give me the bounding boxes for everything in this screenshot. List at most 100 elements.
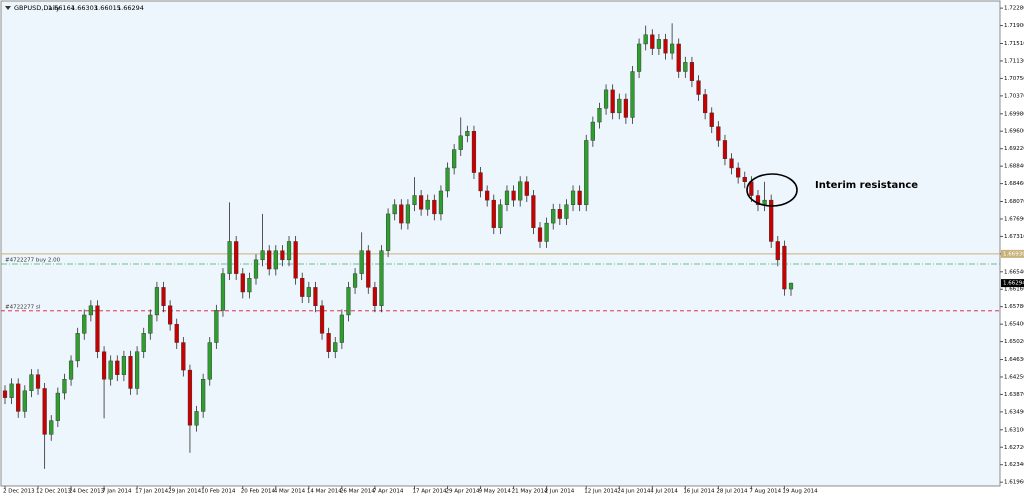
- x-tick-label: 7 Aug 2014: [749, 489, 781, 495]
- candle-body: [346, 287, 351, 316]
- candle-body: [742, 176, 747, 182]
- candle-body: [68, 360, 74, 380]
- candle-body: [300, 278, 305, 297]
- candle-body: [432, 199, 437, 215]
- candle-body: [504, 190, 510, 205]
- plot-area: [0, 0, 1001, 487]
- candle-body: [445, 167, 450, 192]
- candle-body: [168, 305, 173, 325]
- candle-body: [280, 250, 285, 261]
- candle-body: [478, 172, 483, 192]
- candle-body: [49, 420, 54, 435]
- candle-body: [62, 379, 67, 394]
- candle-body: [115, 360, 120, 375]
- candle-body: [722, 140, 728, 159]
- candle-body: [128, 356, 133, 389]
- candles: [2, 23, 794, 469]
- annotation: Interim resistance: [815, 180, 918, 191]
- candle-body: [643, 34, 648, 45]
- candle-body: [121, 356, 126, 375]
- candle-body: [253, 259, 259, 279]
- y-tick-label: 1.68840: [1004, 164, 1024, 170]
- axes: 1.72280 1.71900 1.71510 1.71130 1.70750 1.703…: [1, 6, 1024, 495]
- candle-body: [696, 80, 701, 95]
- menu-arrow: [5, 6, 11, 10]
- candle-body: [359, 250, 364, 274]
- y-tick-label: 1.69980: [1004, 111, 1024, 117]
- order-level-label: #4722277 buy 2.00: [5, 257, 61, 263]
- candle-body: [240, 273, 245, 293]
- candle-body: [425, 199, 430, 210]
- x-tick-label: 4 Mar 2014: [274, 489, 306, 495]
- chart-title: GBPUSD,Daily: [14, 4, 60, 12]
- candle-body: [286, 241, 292, 261]
- candle-body: [584, 140, 589, 205]
- candle-body: [736, 167, 741, 178]
- candle-body: [333, 342, 338, 352]
- x-tick-label: 2 Dec 2013: [3, 489, 35, 495]
- y-tick-label: 1.63100: [1004, 427, 1024, 433]
- y-tick-label: 1.68460: [1004, 181, 1024, 187]
- current-price-label: 1.66294: [1003, 281, 1024, 287]
- x-tick-label: 29 Apr 2014: [446, 489, 481, 495]
- candle-body: [339, 314, 344, 343]
- candle-body: [650, 34, 655, 49]
- candle-body: [95, 305, 100, 352]
- candle-body: [379, 250, 384, 306]
- candle-body: [683, 62, 688, 72]
- x-tick-label: 16 Jul 2014: [683, 489, 715, 495]
- candle-body: [570, 190, 576, 205]
- candle-body: [603, 89, 609, 109]
- candle-body: [755, 195, 761, 205]
- candle-body: [273, 250, 278, 270]
- candle-body: [366, 250, 371, 288]
- candle-body: [762, 199, 767, 205]
- candle-body: [405, 204, 411, 224]
- candle-body: [82, 314, 87, 334]
- candle-body: [187, 369, 193, 426]
- candle-body: [135, 351, 140, 389]
- candle-body: [306, 287, 311, 297]
- x-tick-label: 12 Jun 2014: [584, 489, 618, 495]
- candle-body: [610, 89, 615, 114]
- candle-body: [656, 39, 661, 49]
- candle-body: [207, 342, 212, 380]
- candle-body: [227, 241, 232, 274]
- candle-body: [623, 98, 628, 118]
- candle-body: [234, 241, 239, 274]
- header-open: 1.66164: [48, 4, 75, 12]
- candle-body: [319, 305, 325, 334]
- x-tick-label: 19 Aug 2014: [782, 489, 818, 495]
- candle-body: [293, 241, 298, 279]
- candle-body: [709, 112, 714, 127]
- candle-body: [260, 250, 265, 261]
- candle-body: [769, 199, 774, 242]
- candle-body: [564, 204, 569, 219]
- y-tick-label: 1.64250: [1004, 374, 1024, 380]
- y-tick-label: 1.65780: [1004, 304, 1024, 310]
- candle-body: [42, 388, 47, 435]
- candle-body: [174, 323, 179, 343]
- candle-body: [201, 379, 206, 412]
- y-tick-label: 1.67310: [1004, 234, 1024, 240]
- candle-body: [617, 98, 622, 114]
- candle-body: [108, 360, 113, 380]
- candle-body: [372, 287, 377, 306]
- y-tick-label: 1.70370: [1004, 93, 1024, 99]
- candle-body: [498, 204, 503, 228]
- x-tick-label: 4 Jul 2014: [650, 489, 678, 495]
- candle-body: [670, 43, 675, 54]
- candle-body: [630, 71, 635, 118]
- y-tick-label: 1.71900: [1004, 23, 1024, 29]
- candle-body: [438, 190, 444, 215]
- candle-body: [88, 305, 93, 316]
- candle-body: [663, 39, 668, 54]
- candle-body: [220, 273, 226, 311]
- candle-body: [544, 222, 549, 242]
- candle-body: [471, 131, 477, 173]
- y-tick-label: 1.69220: [1004, 146, 1024, 152]
- overlay: GBPUSD,Daily 1.66164 1.66303 1.66015 1.6…: [5, 4, 1024, 288]
- candle-body: [385, 213, 391, 251]
- x-tick-label: 20 Feb 2014: [241, 489, 276, 495]
